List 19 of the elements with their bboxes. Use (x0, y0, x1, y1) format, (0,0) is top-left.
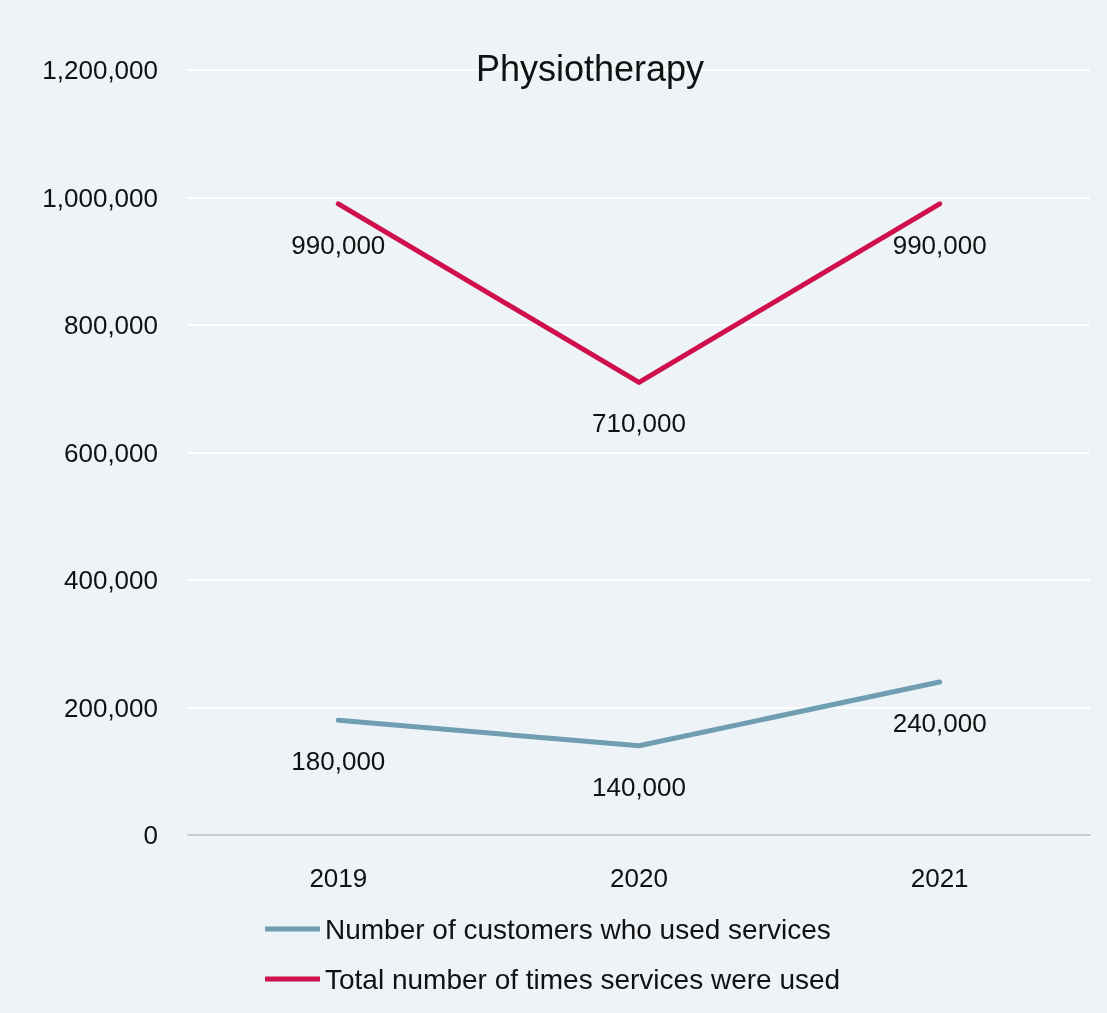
y-tick-label: 1,000,000 (42, 182, 158, 213)
data-label: 990,000 (892, 229, 987, 260)
data-label: 710,000 (592, 408, 686, 439)
x-tick-label: 2019 (309, 863, 368, 893)
y-tick-label: 600,000 (64, 437, 158, 468)
data-label: 140,000 (592, 771, 686, 802)
y-tick-label: 400,000 (64, 565, 158, 595)
data-label: 990,000 (291, 229, 386, 260)
x-tick-label: 2021 (910, 863, 969, 893)
chart-title: Physiotherapy (475, 47, 705, 89)
legend-label: Number of customers who used services (325, 913, 831, 945)
y-tick-label: 800,000 (64, 310, 158, 340)
y-tick-label: 0 (143, 820, 158, 850)
y-tick-label: 200,000 (64, 692, 158, 723)
data-label: 240,000 (892, 708, 987, 738)
x-tick-label: 2020 (610, 863, 668, 893)
data-label: 180,000 (291, 746, 386, 777)
legend-label: Total number of times services were used (325, 963, 841, 995)
y-tick-label: 1,200,000 (42, 55, 158, 85)
